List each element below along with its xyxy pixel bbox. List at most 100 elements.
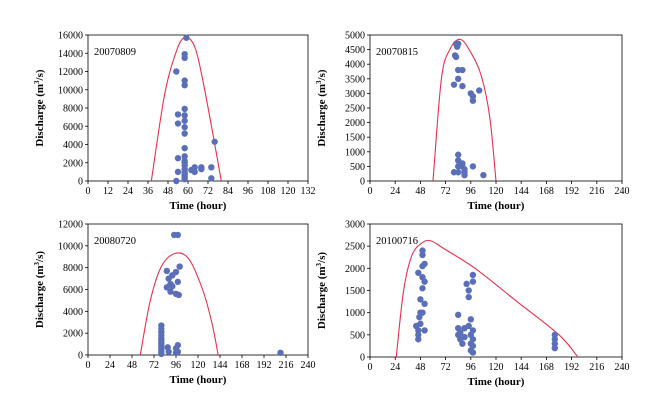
data-point xyxy=(465,293,472,301)
y-tick-label: 4000 xyxy=(63,307,83,318)
y-tick-label: 3500 xyxy=(345,74,365,85)
x-tick-label: 36 xyxy=(143,186,153,197)
data-point xyxy=(469,342,477,350)
data-point xyxy=(415,331,422,339)
data-point xyxy=(421,278,428,285)
x-tick-label: 144 xyxy=(213,360,228,371)
y-tick-label: 0 xyxy=(78,177,83,188)
x-tick-label: 48 xyxy=(127,360,137,371)
data-point xyxy=(191,164,198,171)
y-axis-label: Discharge (m3/s) xyxy=(33,251,46,328)
data-point xyxy=(174,341,182,349)
data-point xyxy=(421,260,428,268)
data-point xyxy=(459,160,466,167)
data-point xyxy=(208,175,215,182)
x-tick-label: 96 xyxy=(243,186,253,197)
data-point xyxy=(181,112,188,119)
data-point xyxy=(455,311,462,319)
chart-panel-3: 0 24 48 72 96 120 144 168 192 216 240 0 2000 4000 6000… xyxy=(33,220,316,387)
data-point xyxy=(277,349,284,357)
data-point xyxy=(419,285,426,292)
data-point xyxy=(476,87,483,94)
y-tick-label: 12000 xyxy=(58,220,83,231)
x-tick-label: 144 xyxy=(514,186,529,197)
y-tick-label: 500 xyxy=(350,162,365,173)
data-point xyxy=(452,53,460,61)
x-tick-label: 240 xyxy=(615,362,630,373)
data-point xyxy=(467,316,474,323)
y-tick-label: 16000 xyxy=(58,31,83,42)
chart-panel-4: 0 24 48 72 96 120 144 168 192 216 240 0 500 1000 1500 2… xyxy=(315,220,630,389)
x-tick-label: 48 xyxy=(415,362,425,373)
data-point xyxy=(461,171,468,179)
data-point xyxy=(181,153,188,160)
chart-panel-1: 0 12 24 36 48 60 72 84 96 108 120 132 0 2000 4000 6000 8… xyxy=(33,31,316,213)
x-tick-label: 216 xyxy=(589,362,604,373)
fitted-curve xyxy=(432,38,497,181)
data-point xyxy=(469,278,477,285)
data-point xyxy=(457,329,464,336)
data-point xyxy=(174,154,182,162)
data-point xyxy=(183,34,190,41)
y-tick-label: 5000 xyxy=(345,31,365,42)
x-tick-label: 240 xyxy=(615,186,630,197)
x-tick-label: 216 xyxy=(589,186,604,197)
data-point xyxy=(417,296,424,303)
x-axis-label: Time (hour) xyxy=(468,200,525,212)
x-tick-label: 240 xyxy=(301,360,316,371)
data-point xyxy=(469,271,477,279)
data-point xyxy=(419,247,426,254)
panel-title: 20070809 xyxy=(94,47,136,58)
fitted-curve xyxy=(395,239,579,357)
x-tick-label: 168 xyxy=(235,360,250,371)
y-tick-label: 0 xyxy=(78,351,83,362)
panel-title: 20100716 xyxy=(376,236,418,247)
data-point xyxy=(455,151,462,158)
x-tick-label: 120 xyxy=(489,186,504,197)
data-point xyxy=(211,138,218,145)
y-tick-label: 14000 xyxy=(58,49,83,60)
data-point xyxy=(172,268,180,276)
data-point xyxy=(181,123,188,131)
data-point xyxy=(415,327,422,334)
y-tick-label: 0 xyxy=(360,353,365,364)
chart-panel-2: 0 24 48 72 96 120 144 168 192 216 240 0 500 1000 1500 2… xyxy=(315,31,630,213)
y-tick-label: 8000 xyxy=(63,104,83,115)
x-tick-label: 24 xyxy=(123,186,133,197)
y-tick-label: 3000 xyxy=(345,89,365,100)
x-axis-label: Time (hour) xyxy=(468,376,525,388)
data-point xyxy=(415,269,422,276)
x-tick-label: 192 xyxy=(257,360,272,371)
y-tick-label: 1500 xyxy=(345,133,365,144)
data-point xyxy=(198,164,205,171)
x-tick-label: 192 xyxy=(564,362,579,373)
data-point xyxy=(174,120,182,127)
y-tick-label: 4500 xyxy=(345,45,365,56)
x-tick-label: 60 xyxy=(183,186,193,197)
x-axis-label: Time (hour) xyxy=(170,200,227,212)
data-point xyxy=(158,322,165,329)
data-point xyxy=(551,344,558,352)
y-tick-label: 2500 xyxy=(345,104,365,115)
data-point xyxy=(551,340,558,347)
data-point xyxy=(455,75,462,83)
x-tick-label: 96 xyxy=(171,360,181,371)
data-point xyxy=(172,349,180,357)
y-tick-label: 4000 xyxy=(63,140,83,151)
data-point xyxy=(459,340,466,347)
x-tick-label: 120 xyxy=(489,362,504,373)
data-point xyxy=(175,291,182,299)
x-tick-label: 192 xyxy=(564,186,579,197)
x-axis-label: Time (hour) xyxy=(170,374,227,386)
data-point xyxy=(169,283,176,290)
data-point xyxy=(465,322,472,330)
y-tick-label: 2000 xyxy=(345,118,365,129)
x-tick-label: 132 xyxy=(301,186,316,197)
x-tick-label: 84 xyxy=(223,186,233,197)
fitted-curve xyxy=(139,252,219,355)
y-tick-label: 10000 xyxy=(58,85,83,96)
panel-title: 20080720 xyxy=(94,236,136,247)
x-tick-label: 120 xyxy=(281,186,296,197)
x-tick-label: 168 xyxy=(539,186,554,197)
